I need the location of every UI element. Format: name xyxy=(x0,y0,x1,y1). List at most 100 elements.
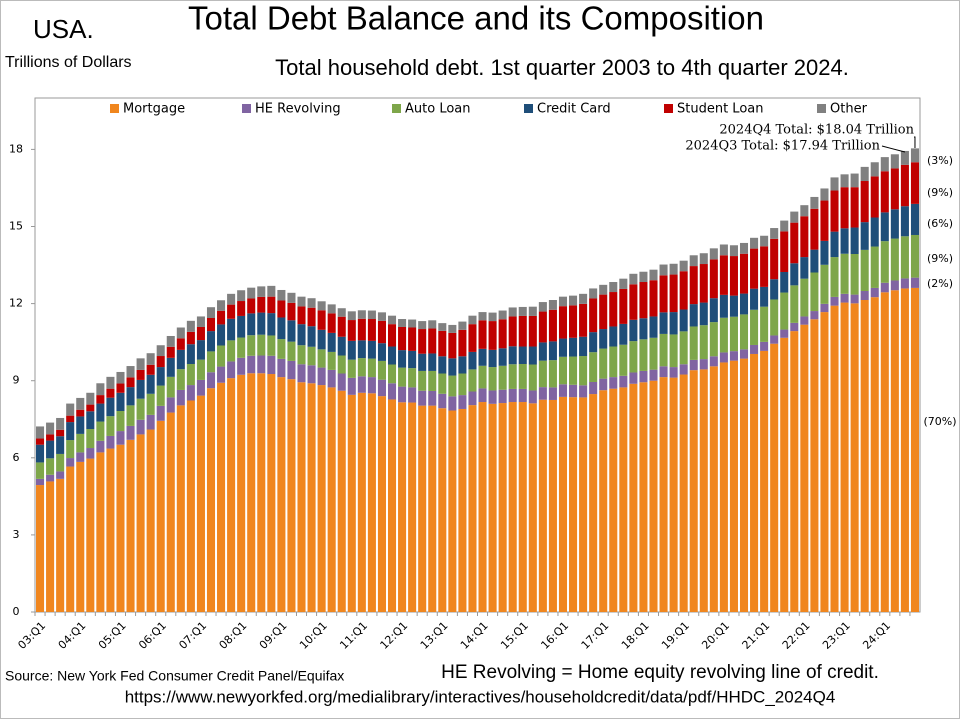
bar-segment xyxy=(729,256,738,296)
bar-segment xyxy=(317,310,326,330)
bar-segment xyxy=(870,287,879,298)
bar-segment xyxy=(227,340,236,362)
bar-segment xyxy=(136,419,145,435)
bar-segment xyxy=(237,374,246,612)
bar-segment xyxy=(146,353,155,365)
bar-segment xyxy=(599,348,608,379)
bar-segment xyxy=(277,339,286,359)
bar-segment xyxy=(106,376,115,389)
bar-segment xyxy=(86,392,95,405)
bar-segment xyxy=(709,366,718,612)
bar-segment xyxy=(357,310,366,319)
bar-segment xyxy=(850,173,859,188)
bar-segment xyxy=(508,307,517,317)
bar-segment xyxy=(760,246,769,287)
bar-segment xyxy=(609,292,618,327)
bar-segment xyxy=(196,340,205,360)
bar-segment xyxy=(96,440,105,453)
bar-segment xyxy=(237,357,246,375)
bar-segment xyxy=(689,255,698,267)
bar-segment xyxy=(398,386,407,403)
bar-segment xyxy=(408,327,417,351)
bar-segment xyxy=(619,323,628,345)
bar-segment xyxy=(428,405,437,612)
bar-segment xyxy=(206,388,216,612)
bar-segment xyxy=(810,311,819,320)
bar-segment xyxy=(599,378,608,391)
bar-segment xyxy=(860,166,869,182)
bar-segment xyxy=(418,321,427,330)
bar-segment xyxy=(257,334,266,356)
bar-segment xyxy=(36,426,45,439)
bar-segment xyxy=(126,425,135,440)
bar-segment xyxy=(669,263,678,275)
bar-segment xyxy=(237,337,246,358)
share-label: (2%) xyxy=(927,277,953,290)
bar-segment xyxy=(66,415,75,423)
bar-segment xyxy=(46,434,55,441)
bar-segment xyxy=(56,471,65,479)
bar-segment xyxy=(810,272,819,312)
bar-segment xyxy=(780,231,789,272)
bar-segment xyxy=(206,331,216,352)
bar-segment xyxy=(458,321,467,330)
bar-segment xyxy=(910,277,919,288)
bar-segment xyxy=(790,222,799,264)
bar-segment xyxy=(186,320,195,332)
legend-swatch xyxy=(110,104,119,113)
bar-segment xyxy=(146,374,155,394)
bar-segment xyxy=(629,319,638,342)
bar-segment xyxy=(297,345,306,365)
share-label: (9%) xyxy=(927,252,953,265)
bar-segment xyxy=(800,278,809,317)
bar-segment xyxy=(760,341,769,351)
bar-segment xyxy=(468,405,477,612)
bar-segment xyxy=(750,248,759,289)
bar-segment xyxy=(217,366,226,383)
bar-segment xyxy=(337,308,346,317)
bar-segment xyxy=(277,300,286,318)
bar-segment xyxy=(126,405,135,426)
bar-segment xyxy=(830,177,839,191)
bar-segment xyxy=(458,356,467,374)
bar-segment xyxy=(750,309,759,345)
bar-segment xyxy=(750,288,759,310)
bar-segment xyxy=(488,367,497,391)
bar-segment xyxy=(317,301,326,311)
subtitle: Total household debt. 1st quarter 2003 t… xyxy=(275,55,849,80)
bar-segment xyxy=(619,344,628,376)
bar-segment xyxy=(438,330,447,357)
bar-segment xyxy=(227,318,236,341)
bar-segment xyxy=(760,350,769,612)
bar-segment xyxy=(860,291,869,301)
bar-segment xyxy=(227,361,236,379)
bar-segment xyxy=(830,257,839,297)
bar-segment xyxy=(186,363,195,386)
bar-segment xyxy=(689,304,698,327)
legend-label: Auto Loan xyxy=(405,102,471,117)
bar-segment xyxy=(639,318,648,340)
bar-segment xyxy=(106,397,115,417)
bar-segment xyxy=(599,294,608,330)
share-label: (6%) xyxy=(927,217,953,230)
bar-segment xyxy=(689,326,698,360)
bar-segment xyxy=(438,356,447,374)
bar-segment xyxy=(820,200,829,241)
bar-segment xyxy=(428,370,437,391)
bar-segment xyxy=(237,301,246,316)
bar-segment xyxy=(709,248,718,260)
chart-title: Total Debt Balance and its Composition xyxy=(188,0,764,37)
bar-segment xyxy=(307,326,316,347)
bar-segment xyxy=(166,357,175,377)
bar-segment xyxy=(136,434,145,612)
bar-segment xyxy=(669,274,678,313)
bar-segment xyxy=(498,348,507,366)
bar-segment xyxy=(709,322,718,357)
bar-segment xyxy=(146,393,155,415)
bar-segment xyxy=(237,315,246,338)
bar-segment xyxy=(558,356,568,385)
bar-segment xyxy=(709,298,718,323)
bar-segment xyxy=(569,305,578,338)
bar-segment xyxy=(327,304,336,314)
bar-segment xyxy=(186,344,195,364)
